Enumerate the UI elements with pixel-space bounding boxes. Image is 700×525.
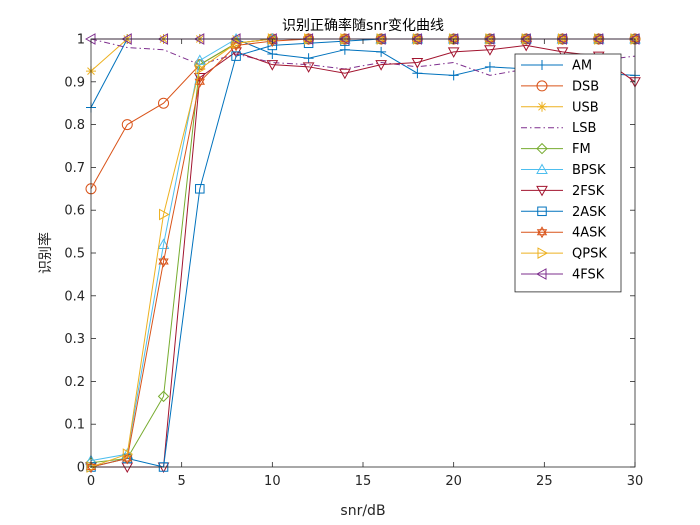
- legend-marker-2fsk: [536, 185, 548, 197]
- y-tick-label: 0.7: [64, 161, 85, 176]
- legend-label-4ask: 4ASK: [572, 226, 606, 241]
- y-tick-label: 1: [77, 33, 85, 48]
- legend-entry-4fsk: 4FSK: [521, 268, 605, 283]
- data-point-4ask: [158, 255, 169, 268]
- data-point-2fsk: [484, 45, 496, 56]
- legend: AM DSB USB LSB FM BPSK 2FSK 2ASK 4ASK QPSK 4FSK: [514, 53, 622, 293]
- y-tick-label: 0.9: [64, 75, 85, 90]
- data-point-2fsk: [447, 47, 460, 58]
- legend-label-4fsk: 4FSK: [572, 268, 605, 283]
- legend-label-2fsk: 2FSK: [572, 184, 605, 199]
- data-point-2ask: [195, 184, 205, 194]
- legend-marker-4ask: [536, 226, 548, 239]
- y-tick-label: 0.5: [64, 247, 85, 262]
- legend-marker-fm: [536, 142, 548, 155]
- data-point-4fsk: [628, 33, 640, 45]
- data-point-4ask: [194, 75, 205, 88]
- legend-marker-dsb: [536, 80, 548, 92]
- legend-label-am: AM: [572, 59, 592, 74]
- legend-entry-2fsk: 2FSK: [521, 184, 605, 199]
- series-line-2fsk: [91, 44, 636, 468]
- data-point-2fsk: [266, 60, 279, 71]
- legend-entry-am: AM: [521, 59, 592, 74]
- data-point-am: [303, 53, 314, 64]
- legend-marker-am: [537, 60, 547, 70]
- y-tick-label: 0: [77, 461, 85, 476]
- data-point-qpsk: [195, 63, 206, 75]
- x-tick-label: 15: [355, 474, 372, 489]
- legend-box: [514, 53, 622, 293]
- data-point-qpsk: [122, 448, 134, 461]
- legend-entry-dsb: DSB: [521, 79, 599, 94]
- y-tick-label: 0.8: [64, 118, 85, 133]
- data-point-2fsk: [302, 62, 315, 73]
- x-tick-label: 10: [264, 474, 281, 489]
- legend-entry-fm: FM: [521, 142, 591, 157]
- y-tick-label: 0.3: [64, 332, 85, 347]
- x-axis-label: snr/dB: [340, 503, 385, 519]
- legend-marker-4fsk: [535, 268, 547, 280]
- data-point-bpsk: [157, 238, 170, 249]
- y-axis-label: 识别率: [37, 232, 54, 274]
- x-tick-label: 30: [627, 474, 644, 489]
- data-point-fm: [157, 390, 170, 403]
- legend-label-bpsk: BPSK: [572, 163, 606, 178]
- data-point-am: [267, 48, 278, 59]
- y-tick-label: 0.2: [64, 375, 85, 390]
- legend-entry-2ask: 2ASK: [521, 205, 606, 220]
- data-point-4ask: [122, 452, 133, 465]
- legend-entry-4ask: 4ASK: [521, 226, 606, 241]
- legend-marker-bpsk: [536, 163, 548, 174]
- x-tick-label: 20: [445, 474, 462, 489]
- data-point-am: [376, 46, 387, 57]
- data-point-qpsk: [159, 208, 170, 221]
- legend-entry-usb: USB: [521, 100, 599, 115]
- data-point-dsb: [121, 119, 133, 131]
- data-point-am: [339, 44, 350, 55]
- y-tick-label: 0.6: [64, 204, 85, 219]
- legend-label-qpsk: QPSK: [572, 247, 607, 262]
- x-tick-label: 0: [87, 474, 95, 489]
- legend-marker-usb: [537, 101, 547, 112]
- x-tick-label: 5: [178, 474, 186, 489]
- legend-entry-lsb: LSB: [521, 121, 596, 136]
- data-point-qpsk: [231, 37, 243, 50]
- legend-label-2ask: 2ASK: [572, 205, 606, 220]
- legend-label-dsb: DSB: [572, 79, 599, 94]
- legend-label-usb: USB: [572, 100, 599, 115]
- legend-entry-bpsk: BPSK: [521, 163, 606, 178]
- data-point-bpsk: [193, 54, 206, 65]
- data-point-qpsk: [86, 461, 98, 473]
- data-point-2ask: [231, 51, 241, 61]
- y-tick-label: 0.1: [64, 418, 85, 433]
- data-point-am: [412, 68, 423, 79]
- data-point-am: [448, 70, 459, 81]
- data-point-2fsk: [556, 47, 569, 58]
- legend-marker-2ask: [537, 206, 547, 217]
- data-point-2fsk: [411, 58, 424, 69]
- legend-label-fm: FM: [572, 142, 591, 157]
- data-point-am: [484, 61, 495, 72]
- data-point-2fsk: [339, 68, 351, 80]
- data-point-dsb: [158, 97, 170, 109]
- data-point-2fsk: [375, 60, 387, 71]
- legend-label-lsb: LSB: [572, 121, 596, 136]
- chart-title: 识别正确率随snr变化曲线: [282, 17, 444, 34]
- legend-marker-qpsk: [537, 247, 549, 259]
- y-tick-label: 0.4: [64, 289, 85, 304]
- x-tick-label: 25: [536, 474, 553, 489]
- legend-entry-qpsk: QPSK: [521, 247, 607, 262]
